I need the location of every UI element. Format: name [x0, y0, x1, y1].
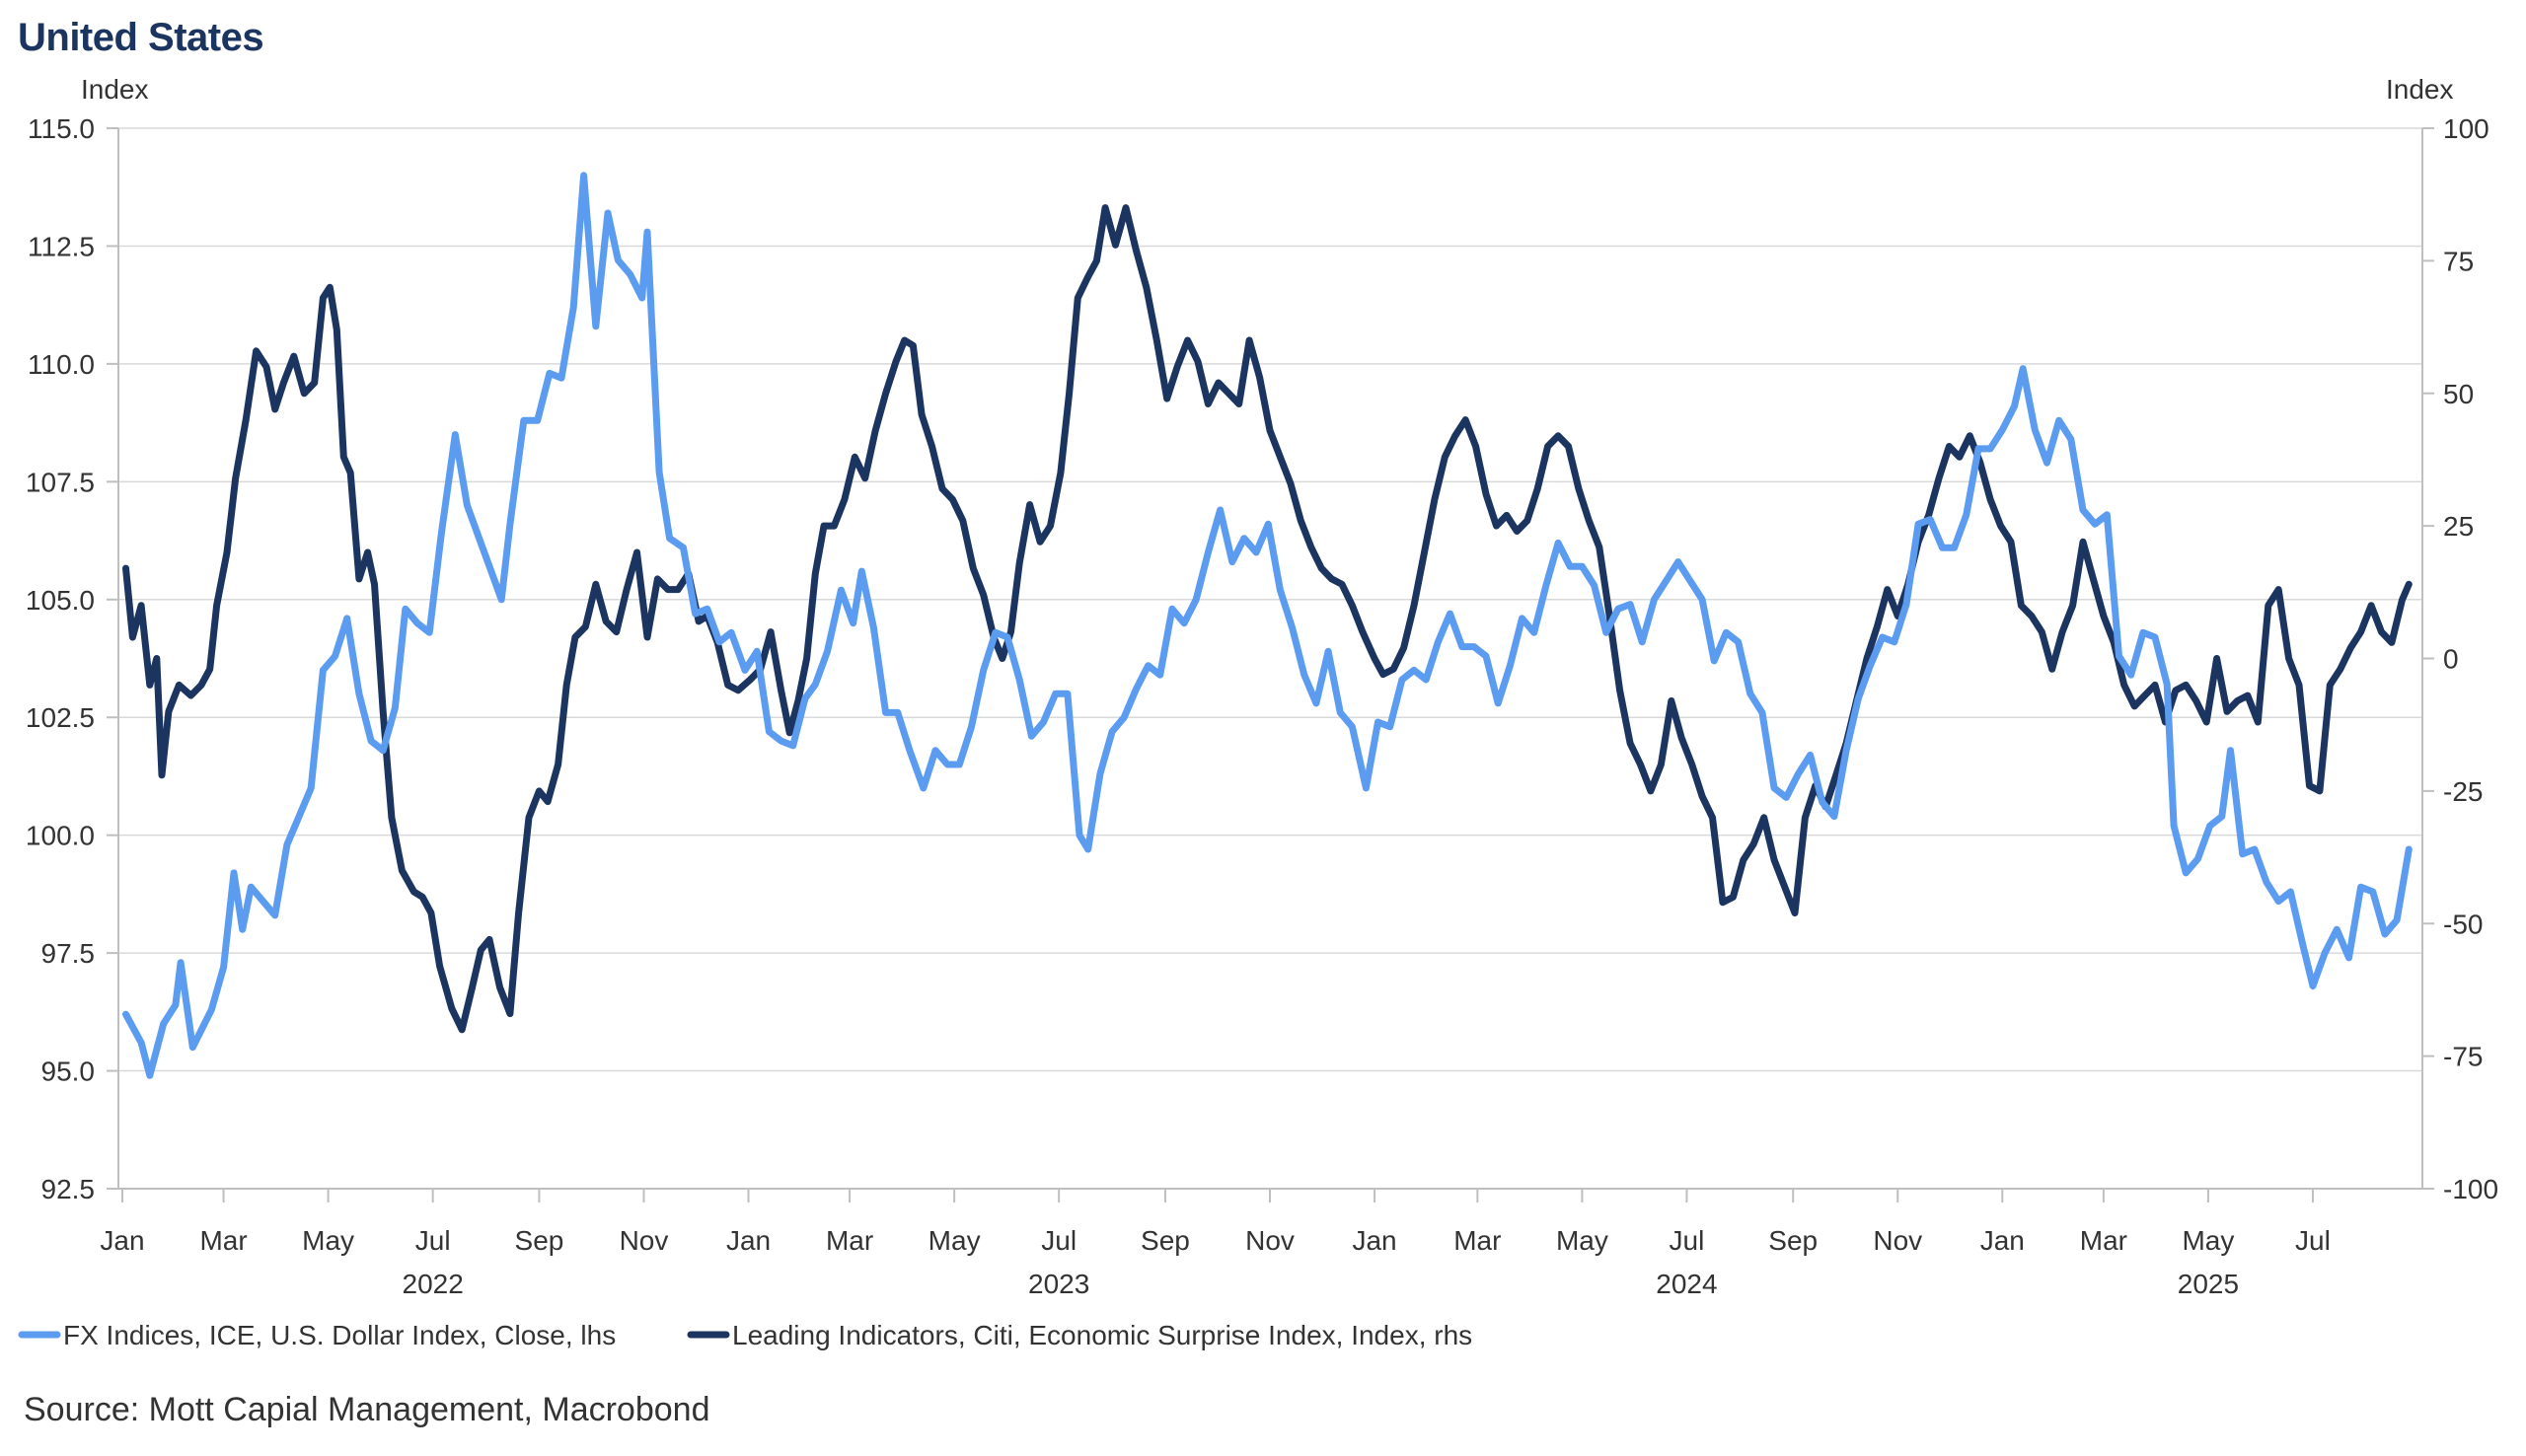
x-tick-label: Jul [415, 1225, 451, 1256]
right-tick-label: 75 [2443, 246, 2474, 276]
right-axis-ticks: -100 -75 -50 -25 0 25 50 75 100 [2422, 113, 2498, 1204]
right-tick-label: -100 [2443, 1174, 2498, 1204]
x-year-label: 2022 [403, 1269, 464, 1299]
x-tick-label: Jan [1980, 1225, 2025, 1256]
x-axis-ticks: Jan Mar May Jul Sep Nov Jan Mar May Jul Sep Nov Jan M… [100, 1189, 2331, 1256]
left-tick-label: 95.0 [41, 1056, 96, 1087]
left-tick-label: 102.5 [26, 702, 95, 733]
x-tick-label: Nov [1873, 1225, 1922, 1256]
x-tick-label: Jan [1352, 1225, 1396, 1256]
x-tick-label: Sep [1141, 1225, 1190, 1256]
x-tick-label: Jul [2295, 1225, 2331, 1256]
legend-item-usd: FX Indices, ICE, U.S. Dollar Index, Clos… [18, 1320, 616, 1350]
legend: FX Indices, ICE, U.S. Dollar Index, Clos… [18, 1320, 1472, 1350]
left-tick-label: 112.5 [28, 231, 95, 261]
x-tick-label: May [302, 1225, 354, 1256]
series-lines [122, 172, 2413, 1079]
x-tick-label: Mar [2080, 1225, 2127, 1256]
left-axis-ticks: 92.5 95.0 97.5 100.0 102.5 105.0 107.5 110.0 112… [26, 113, 118, 1204]
left-tick-label: 97.5 [41, 938, 96, 969]
x-tick-label: Jul [1041, 1225, 1077, 1256]
x-tick-label: May [1556, 1225, 1608, 1256]
left-tick-label: 107.5 [26, 467, 95, 497]
x-tick-label: Nov [1245, 1225, 1295, 1256]
x-tick-label: Nov [620, 1225, 669, 1256]
x-tick-label: May [2182, 1225, 2234, 1256]
left-tick-label: 105.0 [26, 585, 95, 616]
x-tick-label: Jul [1670, 1225, 1705, 1256]
right-tick-label: 100 [2443, 113, 2489, 144]
series-line-usd-index [122, 172, 2413, 1079]
left-tick-label: 110.0 [28, 349, 95, 380]
legend-item-surprise: Leading Indicators, Citi, Economic Surpr… [687, 1320, 1472, 1350]
right-tick-label: -75 [2443, 1042, 2483, 1072]
x-tick-label: Jan [726, 1225, 771, 1256]
source-note: Source: Mott Capial Management, Macrobon… [24, 1391, 710, 1428]
right-axis-unit: Index [2386, 74, 2454, 105]
left-tick-label: 115.0 [28, 113, 95, 144]
x-year-label: 2025 [2178, 1269, 2239, 1299]
right-tick-label: -50 [2443, 909, 2483, 939]
right-tick-label: 50 [2443, 379, 2474, 409]
x-tick-label: Mar [1453, 1225, 1501, 1256]
axes: Index Index [81, 74, 2454, 1190]
x-tick-label: May [929, 1225, 981, 1256]
chart-title: United States [18, 16, 264, 59]
legend-label-surprise: Leading Indicators, Citi, Economic Surpr… [732, 1320, 1472, 1350]
x-axis-year-labels: 2022 2023 2024 2025 [403, 1269, 2240, 1299]
right-tick-label: -25 [2443, 776, 2483, 807]
x-year-label: 2024 [1656, 1269, 1717, 1299]
series-line-economic-surprise [122, 204, 2413, 1034]
gridlines [118, 127, 2422, 1072]
x-year-label: 2023 [1028, 1269, 1089, 1299]
left-axis-unit: Index [81, 74, 149, 105]
x-tick-label: Mar [826, 1225, 873, 1256]
right-tick-label: 0 [2443, 644, 2459, 675]
legend-label-usd: FX Indices, ICE, U.S. Dollar Index, Clos… [63, 1320, 616, 1350]
left-tick-label: 92.5 [41, 1174, 96, 1204]
left-tick-label: 100.0 [26, 821, 95, 851]
x-tick-label: Sep [1768, 1225, 1818, 1256]
right-tick-label: 25 [2443, 511, 2474, 542]
x-tick-label: Sep [515, 1225, 564, 1256]
x-tick-label: Mar [199, 1225, 247, 1256]
x-tick-label: Jan [100, 1225, 144, 1256]
